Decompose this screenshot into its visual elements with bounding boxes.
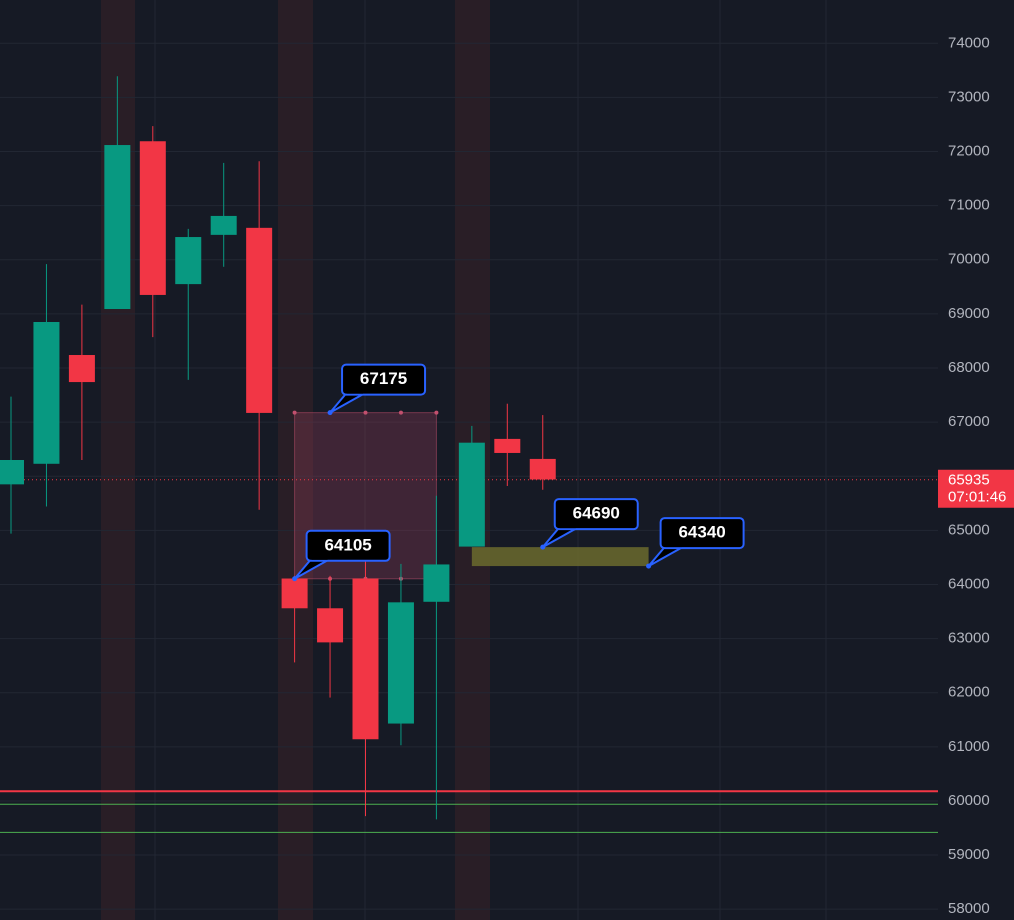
candle-body	[68, 355, 95, 383]
y-tick-label: 73000	[948, 88, 990, 105]
candle-body	[139, 141, 166, 295]
candle-body	[175, 237, 202, 285]
callout-fix	[559, 526, 576, 529]
callout-anchor	[646, 563, 652, 569]
y-tick-label: 65000	[948, 521, 990, 538]
callout-anchor	[292, 576, 298, 582]
callout-label: 67175	[360, 369, 407, 388]
session-band	[278, 0, 313, 920]
box-handle	[434, 410, 439, 415]
zone	[471, 547, 649, 567]
y-tick-label: 64000	[948, 575, 990, 592]
y-tick-label: 69000	[948, 305, 990, 322]
countdown-label: 07:01:46	[948, 489, 1006, 506]
callout-box	[341, 363, 427, 396]
candle-body	[281, 578, 308, 609]
candle-body	[352, 578, 379, 740]
y-tick-label: 60000	[948, 792, 990, 809]
y-tick-label: 70000	[948, 251, 990, 268]
candle-body	[458, 442, 485, 547]
y-tick-label: 58000	[948, 900, 990, 917]
y-tick-label: 62000	[948, 684, 990, 701]
candle-body	[494, 438, 521, 453]
y-tick-label: 59000	[948, 846, 990, 863]
callout-anchor	[327, 410, 333, 416]
callout-box	[659, 517, 745, 550]
y-tick-label: 74000	[948, 34, 990, 51]
candle-body	[0, 460, 24, 485]
y-tick-label: 71000	[948, 197, 990, 214]
callout-label: 64690	[573, 504, 620, 523]
callout-box	[553, 498, 639, 531]
y-tick-label: 63000	[948, 630, 990, 647]
candle-body	[33, 322, 60, 464]
callout-fix	[311, 557, 328, 560]
candle-body	[423, 564, 450, 602]
y-tick-label: 68000	[948, 359, 990, 376]
callout-fix	[665, 545, 682, 548]
last-price-tag	[938, 469, 1014, 508]
box-handle	[398, 410, 403, 415]
y-tick-label: 72000	[948, 142, 990, 159]
candle-body	[529, 458, 556, 480]
y-tick-label: 67000	[948, 413, 990, 430]
box-handle	[363, 410, 368, 415]
callout-box	[305, 529, 391, 562]
candle-body	[317, 608, 344, 643]
callout-anchor	[540, 544, 546, 550]
callout-label: 64340	[678, 523, 725, 542]
y-tick-label: 61000	[948, 738, 990, 755]
candle-body	[246, 227, 273, 413]
candle-body	[104, 145, 131, 310]
callout-label: 64105	[324, 535, 371, 554]
box-handle	[292, 410, 297, 415]
candle-body	[210, 215, 237, 235]
callout-fix	[347, 391, 364, 394]
session-band	[101, 0, 135, 920]
candle-body	[387, 602, 414, 724]
last-price-label: 65935	[948, 472, 990, 489]
